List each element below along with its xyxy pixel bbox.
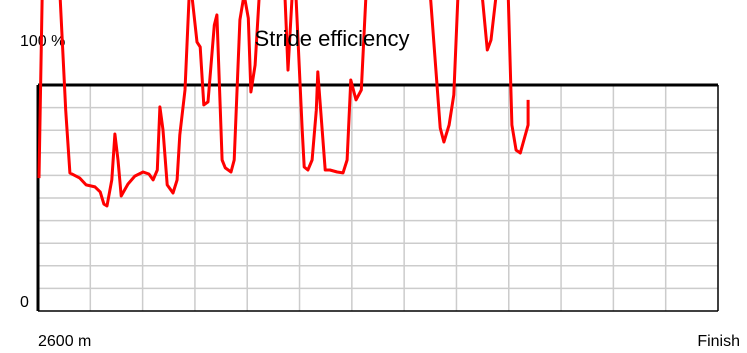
line-series — [37, 0, 530, 208]
x-tick-label: Finish — [697, 333, 740, 350]
chart-title: Stride efficiency — [255, 26, 410, 51]
y-tick-label: 0 — [20, 294, 29, 311]
x-tick-label: 2600 m — [38, 333, 91, 350]
